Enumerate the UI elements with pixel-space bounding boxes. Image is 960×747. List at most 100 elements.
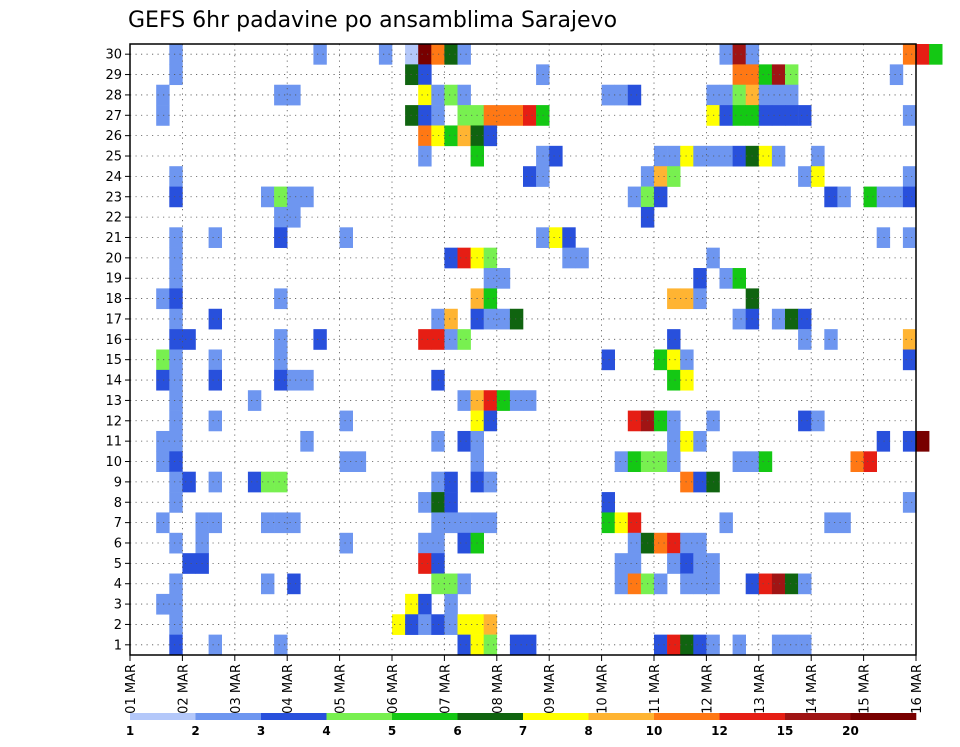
heatmap-cell — [719, 105, 733, 126]
heatmap-cell — [274, 186, 288, 208]
heatmap-cell — [863, 451, 877, 472]
heatmap-cell — [693, 471, 707, 493]
heatmap-cell — [654, 532, 668, 554]
heatmap-cell — [418, 492, 432, 513]
x-tick-label: 07 MAR — [438, 664, 453, 714]
heatmap-cell — [483, 634, 498, 656]
y-tick-label: 19 — [105, 272, 122, 287]
heatmap-cell — [824, 186, 838, 208]
colorbar-swatch — [195, 713, 262, 720]
heatmap-cell — [889, 64, 904, 86]
heatmap-cell — [798, 105, 812, 126]
heatmap-cell — [667, 532, 681, 554]
heatmap-cell — [509, 308, 524, 330]
heatmap-cell — [169, 410, 183, 432]
heatmap-cell — [719, 512, 733, 534]
heatmap-cell — [483, 105, 498, 126]
heatmap-cell — [457, 247, 471, 269]
heatmap-cell — [902, 349, 917, 371]
heatmap-cell — [798, 166, 812, 187]
y-tick-label: 21 — [105, 231, 122, 246]
heatmap-cell — [680, 471, 694, 493]
heatmap-cell — [876, 186, 891, 208]
colorbar-swatch — [588, 713, 655, 720]
y-tick-label: 2 — [114, 618, 122, 633]
heatmap-cell — [169, 166, 183, 187]
heatmap-cell — [274, 349, 288, 371]
heatmap-cell — [798, 634, 812, 656]
heatmap-cell — [457, 329, 471, 350]
heatmap-cell — [627, 84, 642, 106]
heatmap-cell — [444, 593, 458, 615]
heatmap-cell — [798, 410, 812, 432]
heatmap-cell — [798, 308, 812, 330]
heatmap-cell — [418, 44, 432, 65]
heatmap-cell — [156, 512, 170, 534]
heatmap-cell — [654, 451, 668, 472]
heatmap-cell — [444, 125, 458, 147]
colorbar-label: 5 — [388, 724, 396, 738]
heatmap-cell — [824, 512, 838, 534]
colorbar: 1 2 3 4 5 6 7 8 10 12 15 20 — [126, 713, 917, 738]
heatmap-cell — [667, 349, 681, 371]
heatmap-cell — [457, 634, 471, 656]
heatmap-cell — [405, 105, 419, 126]
heatmap-cell — [680, 145, 694, 167]
heatmap-cell — [929, 44, 943, 65]
heatmap-cell — [732, 145, 746, 167]
heatmap-cell — [902, 492, 917, 513]
heatmap-cell — [457, 573, 471, 595]
heatmap-cell — [693, 532, 707, 554]
heatmap-cell — [169, 329, 183, 350]
heatmap-cell — [614, 573, 629, 595]
y-tick-label: 7 — [114, 516, 122, 531]
heatmap-cell — [732, 64, 746, 86]
heatmap-cell — [405, 64, 419, 86]
heatmap-cell — [274, 471, 288, 493]
heatmap-cell — [418, 614, 432, 635]
heatmap-cell — [614, 84, 629, 106]
heatmap-cell — [693, 288, 707, 310]
heatmap-cell — [457, 390, 471, 411]
heatmap-cell — [444, 573, 458, 595]
y-tick-label: 17 — [105, 312, 122, 327]
heatmap-cell — [457, 105, 471, 126]
x-tick-label: 04 MAR — [281, 664, 296, 714]
heatmap-cell — [627, 553, 642, 574]
heatmap-cell — [287, 573, 301, 595]
heatmap-cell — [693, 145, 707, 167]
y-tick-label: 12 — [105, 414, 122, 429]
heatmap-cell — [418, 329, 432, 350]
heatmap-cell — [457, 512, 471, 534]
heatmap-cell — [523, 166, 537, 187]
heatmap-cell — [287, 206, 301, 228]
heatmap-cell — [758, 145, 773, 167]
heatmap-cell — [876, 227, 891, 248]
heatmap-cell — [509, 390, 524, 411]
heatmap-cell — [654, 349, 668, 371]
heatmap-cell — [785, 634, 799, 656]
heatmap-cell — [667, 430, 681, 452]
heatmap-cell — [444, 84, 458, 106]
heatmap-cell — [916, 44, 930, 65]
heatmap-cell — [339, 532, 353, 554]
heatmap-cell — [771, 145, 786, 167]
heatmap-cell — [182, 329, 196, 350]
y-tick-label: 30 — [105, 48, 122, 63]
heatmap-cell — [509, 634, 524, 656]
plot-frame — [129, 43, 917, 656]
colorbar-swatch — [850, 713, 917, 720]
heatmap-cell — [549, 145, 563, 167]
heatmap-cell — [418, 145, 432, 167]
heatmap-cell — [156, 288, 170, 310]
heatmap-cell — [457, 44, 471, 65]
heatmap-cell — [654, 634, 668, 656]
heatmap-cell — [418, 105, 432, 126]
heatmap-cell — [627, 186, 642, 208]
heatmap-cell — [889, 186, 904, 208]
heatmap-cell — [732, 268, 746, 289]
heatmap-cell — [863, 186, 877, 208]
x-tick-label: 15 MAR — [858, 664, 873, 714]
heatmap-cell — [785, 573, 799, 595]
heatmap-cell — [418, 84, 432, 106]
